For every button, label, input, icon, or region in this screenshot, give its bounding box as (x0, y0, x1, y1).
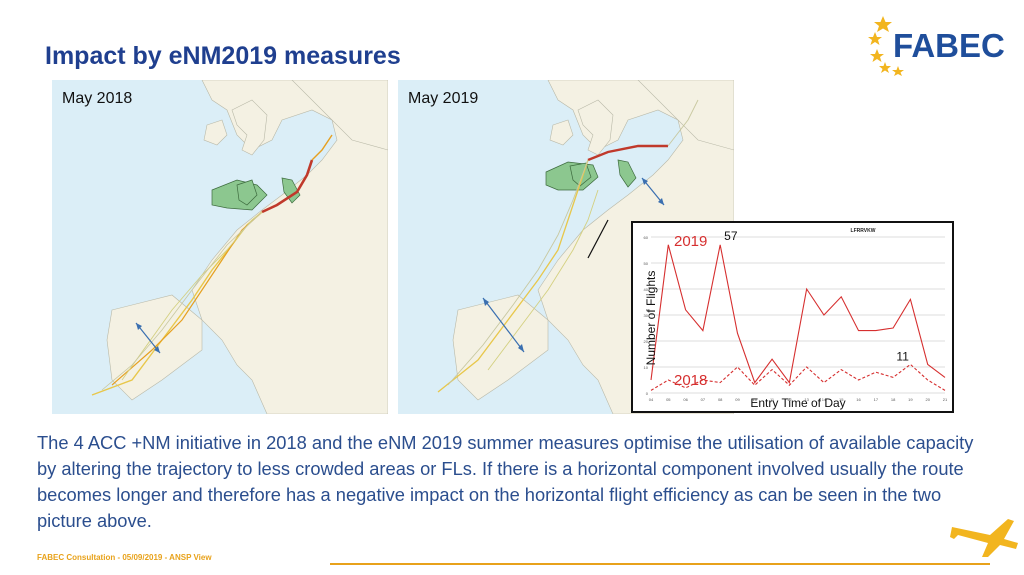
legend-2018: 2018 (674, 372, 707, 389)
chart-title: LFRRVKW (851, 228, 876, 234)
x-tick-label: 05 (666, 397, 671, 402)
annotation-57: 57 (724, 229, 738, 243)
y-axis-label: Number of Flights (644, 271, 658, 366)
x-tick-label: 09 (735, 397, 740, 402)
body-paragraph: The 4 ACC +NM initiative in 2018 and the… (37, 432, 974, 531)
map-label-2018: May 2018 (62, 90, 133, 107)
x-tick-label: 15 (839, 397, 844, 402)
x-tick-label: 13 (804, 397, 809, 402)
star-cluster-logo-icon (868, 16, 904, 76)
x-tick-label: 11 (770, 397, 775, 402)
map-2018-graphic (52, 80, 388, 414)
x-tick-label: 14 (822, 397, 827, 402)
x-tick-label: 07 (701, 397, 706, 402)
series-line-2018 (650, 363, 946, 391)
annotation-11: 11 (896, 349, 909, 363)
y-tick-label: 10 (644, 365, 649, 370)
logo-wordmark: FABEC (893, 27, 1005, 64)
x-tick-label: 10 (753, 397, 758, 402)
x-tick-label: 08 (718, 397, 723, 402)
footer-text: FABEC Consultation - 05/09/2019 - ANSP V… (37, 553, 212, 562)
x-tick-label: 20 (925, 397, 930, 402)
series-line-2019 (650, 244, 946, 384)
slide-title: Impact by eNM2019 measures (45, 42, 401, 70)
flights-chart-inset: 0 10 20 30 40 50 60 04 05 06 07 08 09 10 11 12 13 14 15 16 1… (631, 221, 954, 413)
y-tick-label: 40 (644, 287, 649, 292)
x-tick-label: 04 (649, 397, 654, 402)
legend-2019: 2019 (674, 233, 707, 250)
x-tick-label: 12 (787, 397, 792, 402)
x-tick-label: 18 (891, 397, 896, 402)
map-label-2019: May 2019 (408, 90, 479, 107)
x-tick-label: 17 (874, 397, 879, 402)
y-tick-label: 60 (644, 235, 649, 240)
y-tick-label: 20 (644, 339, 649, 344)
x-tick-label: 16 (856, 397, 861, 402)
x-tick-label: 19 (908, 397, 913, 402)
y-tick-label: 30 (644, 313, 649, 318)
map-may-2018: May 2018 (52, 80, 388, 414)
footer-divider (330, 563, 990, 565)
x-axis-label: Entry Time of Day (750, 396, 845, 410)
y-tick-label: 50 (644, 261, 649, 266)
x-tick-label: 06 (683, 397, 688, 402)
x-tick-label: 21 (943, 397, 948, 402)
flights-line-chart: 0 10 20 30 40 50 60 04 05 06 07 08 09 10 11 12 13 14 15 16 1… (644, 228, 948, 410)
y-tick-label: 0 (646, 391, 649, 396)
airplane-icon (950, 519, 1018, 557)
